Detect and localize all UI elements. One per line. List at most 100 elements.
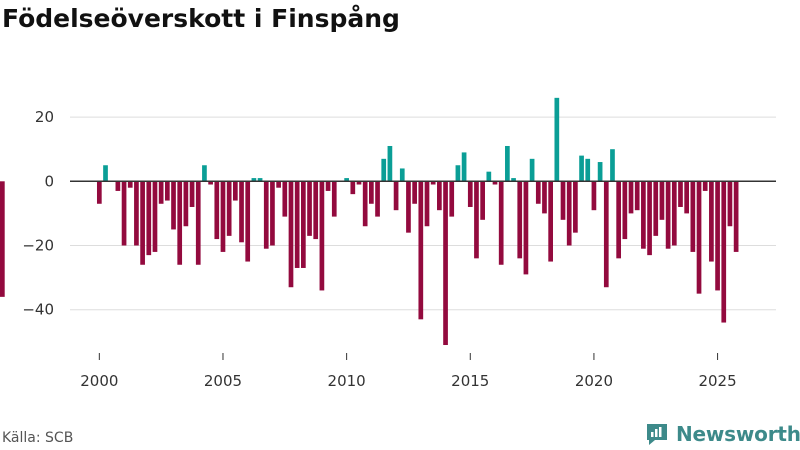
bar (709, 181, 714, 262)
bar (659, 181, 665, 220)
bar (146, 181, 152, 256)
bar (505, 145, 510, 182)
bar (183, 181, 189, 227)
brand-name: Newsworthy (676, 422, 800, 446)
bar (585, 158, 591, 182)
bar (381, 158, 387, 182)
bar (226, 181, 232, 236)
brand-logo: Newsworthy (644, 421, 800, 447)
bar (461, 152, 467, 182)
bar (307, 181, 312, 236)
bar (171, 181, 176, 230)
y-tick-label: 0 (44, 172, 54, 190)
bar (548, 181, 553, 262)
bar (573, 181, 578, 233)
chart-title: Födelseöverskott i Finspång (2, 4, 400, 33)
bar (350, 181, 356, 195)
bar (399, 168, 405, 182)
y-tick-label: −40 (22, 301, 54, 319)
bar (591, 181, 597, 211)
bar (467, 181, 473, 207)
bar (288, 181, 294, 288)
bar (443, 181, 448, 346)
bar (121, 181, 127, 246)
bar (566, 181, 572, 246)
bar (177, 181, 183, 265)
bar (294, 181, 300, 268)
bar (733, 181, 739, 252)
bar (721, 181, 727, 323)
newsworthy-logo-icon (647, 424, 667, 445)
bar (313, 181, 319, 240)
bar (245, 181, 251, 262)
bar (369, 181, 374, 204)
bar (195, 181, 201, 265)
bar-chart: 20 0 −20 −40 2000 2005 2010 2015 2020 2025 (0, 97, 776, 390)
bar (319, 181, 325, 291)
bar (542, 181, 547, 214)
bar (362, 181, 368, 227)
bar (486, 171, 492, 182)
bar (449, 181, 455, 217)
bars (0, 97, 739, 346)
bar (412, 181, 417, 204)
bar (622, 181, 628, 240)
source-note: Källa: SCB (2, 430, 74, 446)
bar (653, 181, 659, 236)
bar (393, 181, 399, 211)
bar (356, 181, 362, 185)
bar (140, 181, 145, 265)
y-axis-labels: 20 0 −20 −40 (22, 108, 54, 319)
bar (325, 181, 331, 191)
bar (517, 181, 523, 259)
bar (535, 181, 541, 204)
bar (678, 181, 683, 207)
bar (480, 181, 485, 220)
bar (96, 181, 102, 204)
bar (0, 181, 5, 297)
bar (103, 165, 108, 182)
bar (727, 181, 733, 227)
bar (251, 178, 257, 182)
bar (214, 181, 220, 240)
x-axis: 2000 2005 2010 2015 2020 2025 (80, 353, 737, 390)
bar (437, 181, 442, 211)
bar (115, 181, 121, 191)
bar (597, 162, 603, 182)
bar (498, 181, 504, 265)
bar (579, 155, 584, 182)
bar (263, 181, 269, 249)
bar (529, 158, 535, 182)
bar (616, 181, 622, 259)
bar (189, 181, 195, 207)
bar (134, 181, 139, 246)
bar (554, 97, 560, 182)
bar (282, 181, 288, 217)
x-tick-label: 2000 (80, 372, 118, 390)
bar (127, 181, 133, 188)
bar (696, 181, 702, 294)
bar (610, 149, 615, 182)
bar (715, 181, 720, 291)
bar (492, 181, 498, 185)
bar (702, 181, 708, 191)
bar (331, 181, 337, 217)
bar (202, 165, 207, 182)
bar (164, 181, 170, 201)
bar (208, 181, 213, 185)
bar (560, 181, 566, 220)
bar (647, 181, 652, 256)
bar (220, 181, 226, 252)
x-tick-label: 2020 (575, 372, 613, 390)
bar (375, 181, 380, 217)
bar (603, 181, 609, 288)
bar (344, 178, 349, 182)
bar (634, 181, 640, 211)
x-tick-label: 2010 (328, 372, 366, 390)
bar (239, 181, 244, 243)
bar (690, 181, 696, 252)
bar (641, 181, 646, 249)
bar (418, 181, 424, 320)
y-tick-label: −20 (22, 237, 54, 255)
bar (671, 181, 677, 246)
